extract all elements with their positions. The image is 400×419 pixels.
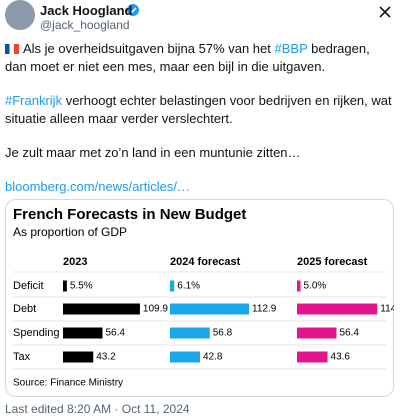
- value-label: 112.9: [252, 304, 277, 315]
- chart-source: Source: Finance Ministry: [13, 378, 123, 389]
- link[interactable]: bloomberg.com/news/articles/…: [5, 179, 190, 194]
- column-header: 2025 forecast: [297, 256, 368, 268]
- row-label: Tax: [13, 351, 31, 363]
- row-label: Spending: [13, 327, 60, 339]
- bar: [63, 280, 67, 292]
- close-button[interactable]: [379, 6, 391, 18]
- text: bedragen, dan moet er niet een mes, maar…: [5, 41, 370, 74]
- row-label: Debt: [13, 303, 36, 315]
- row-label: Deficit: [13, 280, 44, 292]
- value-label: 6.1%: [177, 281, 200, 292]
- bar: [63, 351, 94, 363]
- value-label: 56.4: [339, 328, 359, 339]
- card-border: [5, 199, 394, 397]
- author-handle[interactable]: @jack_hoogland: [40, 18, 130, 32]
- value-label: 56.4: [105, 328, 125, 339]
- text: Als je overheidsuitgaven bijna 57% van h…: [23, 41, 275, 56]
- bar: [63, 327, 103, 339]
- text: Je zult maar met zo’n land in een muntun…: [5, 145, 301, 160]
- value-label: 43.2: [96, 352, 116, 363]
- hashtag[interactable]: #BBP: [274, 41, 308, 56]
- value-label: 114.7: [380, 304, 394, 315]
- bar: [297, 303, 378, 315]
- value-label: 43.6: [331, 352, 351, 363]
- hashtag[interactable]: #Frankrijk: [5, 93, 63, 108]
- timestamp: Last edited 8:20 AM · Oct 11, 2024: [5, 402, 190, 416]
- text: verhoogt echter belastingen voor bedrijv…: [5, 93, 392, 126]
- value-label: 5.5%: [70, 281, 93, 292]
- value-label: 42.8: [203, 352, 223, 363]
- avatar[interactable]: [5, 0, 35, 30]
- value-label: 5.0%: [304, 281, 327, 292]
- bar: [297, 351, 328, 363]
- chart-title: French Forecasts in New Budget: [13, 206, 246, 223]
- header-icons: [5, 0, 391, 30]
- column-header: 2024 forecast: [170, 256, 241, 268]
- author-name[interactable]: Jack Hoogland: [40, 3, 133, 18]
- bar: [63, 303, 140, 315]
- column-header: 2023: [63, 256, 87, 268]
- bar: [170, 351, 200, 363]
- bar: [170, 280, 175, 292]
- bar: [297, 327, 337, 339]
- value-label: 109.9: [143, 304, 168, 315]
- bar: [297, 280, 301, 292]
- bar: [170, 327, 210, 339]
- flag: [5, 44, 19, 54]
- value-label: 56.8: [213, 328, 233, 339]
- bar: [170, 303, 250, 315]
- chart-card[interactable]: French Forecasts in New Budget As propor…: [5, 199, 394, 397]
- chart-subtitle: As proportion of GDP: [13, 225, 127, 239]
- tweet-text: Als je overheidsuitgaven bijna 57% van h…: [5, 40, 393, 212]
